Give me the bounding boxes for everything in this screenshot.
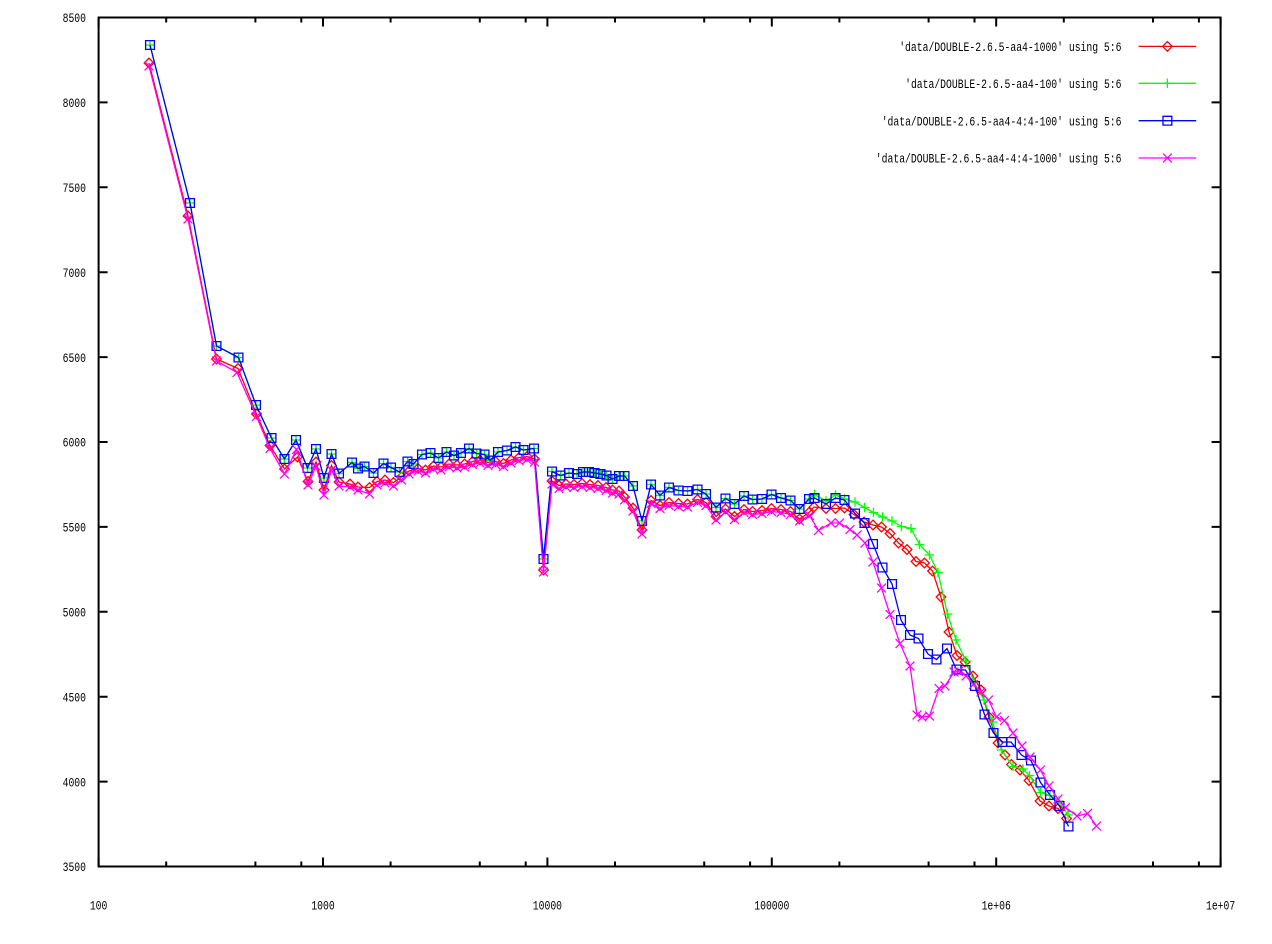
svg-text:3500: 3500 [63,860,86,875]
svg-text:1000: 1000 [311,899,334,914]
svg-text:10000: 10000 [533,899,562,914]
svg-text:7500: 7500 [63,181,86,196]
svg-text:5000: 5000 [63,606,86,621]
svg-text:5500: 5500 [63,521,86,536]
svg-text:4500: 4500 [63,690,86,705]
svg-text:'data/DOUBLE-2.6.5-aa4-4:4-100: 'data/DOUBLE-2.6.5-aa4-4:4-1000' using 5… [876,152,1122,167]
svg-text:7000: 7000 [63,266,86,281]
svg-text:4000: 4000 [63,775,86,790]
svg-text:1e+07: 1e+07 [1206,899,1235,914]
svg-text:8500: 8500 [63,11,86,26]
svg-text:1e+06: 1e+06 [982,899,1011,914]
svg-text:6000: 6000 [63,436,86,451]
svg-text:'data/DOUBLE-2.6.5-aa4-100' us: 'data/DOUBLE-2.6.5-aa4-100' using 5:6 [905,77,1121,92]
svg-text:100: 100 [90,899,108,914]
svg-text:6500: 6500 [63,351,86,366]
svg-text:'data/DOUBLE-2.6.5-aa4-1000' u: 'data/DOUBLE-2.6.5-aa4-1000' using 5:6 [899,40,1121,55]
svg-text:100000: 100000 [754,899,789,914]
svg-text:'data/DOUBLE-2.6.5-aa4-4:4-100: 'data/DOUBLE-2.6.5-aa4-4:4-100' using 5:… [882,114,1122,129]
svg-text:8000: 8000 [63,96,86,111]
